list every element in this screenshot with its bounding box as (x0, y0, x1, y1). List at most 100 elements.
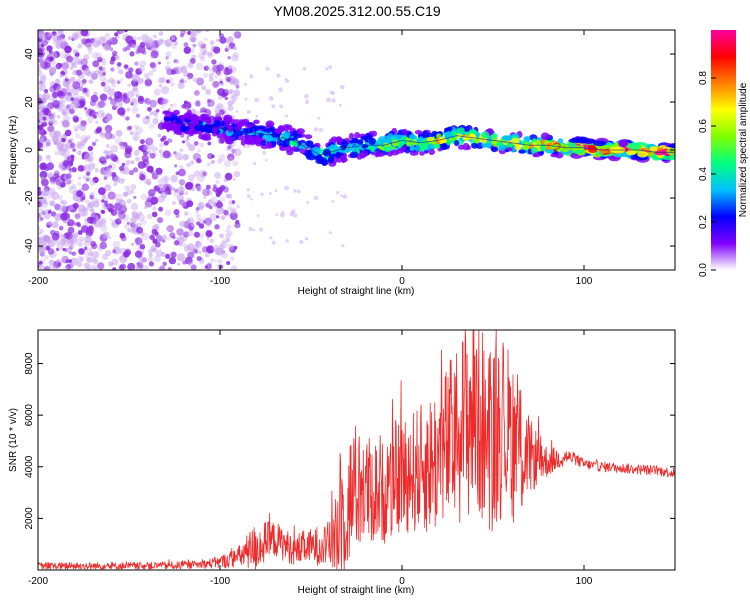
noise-point (243, 82, 248, 86)
noise-point (39, 57, 46, 64)
noise-point (97, 56, 103, 63)
noise-point (100, 112, 106, 118)
noise-point (160, 251, 166, 257)
noise-point (38, 92, 41, 97)
noise-point (53, 170, 60, 177)
noise-point (112, 240, 121, 249)
ridge-point (299, 144, 308, 150)
noise-point (151, 211, 158, 218)
noise-point (331, 200, 335, 203)
noise-point (46, 224, 50, 228)
noise-point (116, 80, 121, 84)
noise-point (110, 67, 115, 72)
noise-point (143, 144, 150, 151)
noise-point (227, 56, 231, 60)
noise-point (105, 117, 111, 123)
y-tick-label: 8000 (24, 352, 35, 375)
noise-point (83, 262, 90, 269)
noise-point (108, 164, 113, 169)
ridge-point (172, 122, 178, 127)
noise-point (179, 148, 184, 153)
noise-point (72, 49, 78, 54)
noise-point (122, 47, 128, 52)
ridge-point (367, 154, 377, 161)
noise-point (102, 231, 110, 239)
noise-point (52, 91, 59, 99)
noise-point (189, 160, 195, 165)
noise-point (195, 213, 202, 220)
noise-point (217, 258, 223, 264)
noise-point (127, 228, 132, 233)
noise-point (134, 61, 139, 66)
noise-point (125, 71, 133, 79)
noise-point (59, 38, 67, 46)
colorbar-gradient (711, 30, 736, 270)
noise-point (219, 36, 227, 44)
noise-point (284, 114, 288, 118)
noise-point (69, 108, 75, 115)
noise-point (39, 137, 45, 143)
noise-point (39, 202, 44, 208)
noise-point (94, 168, 98, 172)
noise-point (317, 116, 321, 120)
noise-point (50, 229, 56, 236)
noise-point (112, 135, 116, 139)
noise-point (218, 95, 223, 100)
ridge-point (628, 143, 642, 150)
x-tick-label: 100 (576, 276, 593, 287)
noise-point (203, 72, 209, 78)
noise-point (167, 267, 172, 270)
noise-point (98, 74, 106, 82)
noise-point (231, 95, 236, 100)
noise-point (41, 178, 49, 187)
noise-point (232, 177, 236, 181)
noise-point (88, 79, 93, 84)
noise-point (183, 211, 189, 216)
noise-point (84, 151, 89, 155)
noise-point (107, 88, 116, 96)
noise-point (64, 80, 70, 87)
noise-point (38, 79, 46, 88)
noise-point (227, 64, 233, 70)
ridge-point (285, 145, 292, 153)
noise-point (162, 234, 167, 240)
noise-point (42, 116, 47, 121)
noise-point (112, 267, 117, 270)
noise-point (61, 110, 67, 116)
noise-point (59, 73, 64, 78)
ridge-point (484, 142, 493, 148)
ridge-point (200, 114, 208, 121)
noise-point (45, 138, 50, 143)
noise-point (146, 116, 151, 120)
noise-point (139, 244, 146, 250)
noise-point (232, 46, 237, 51)
noise-point (76, 190, 83, 198)
noise-point (95, 52, 103, 60)
noise-point (56, 114, 61, 119)
noise-point (104, 203, 109, 208)
noise-point (88, 109, 96, 117)
noise-point (253, 162, 257, 166)
ridge-point (168, 130, 175, 137)
noise-point (229, 256, 235, 262)
noise-point (77, 123, 82, 129)
noise-point (45, 115, 54, 124)
y-tick-label: -40 (24, 238, 35, 253)
ridge-point (406, 140, 412, 147)
noise-point (246, 194, 251, 199)
noise-point (280, 212, 285, 218)
noise-point (158, 206, 164, 212)
noise-point (165, 253, 171, 259)
noise-point (124, 223, 130, 230)
noise-point (154, 113, 159, 118)
noise-point (136, 226, 144, 234)
x-tick-label: -200 (28, 576, 48, 587)
noise-point (67, 36, 72, 41)
noise-point (209, 40, 215, 46)
noise-point (171, 67, 179, 75)
noise-point (206, 236, 210, 240)
noise-point (154, 241, 161, 248)
noise-point (149, 152, 156, 159)
noise-point (83, 153, 92, 162)
noise-point (129, 51, 135, 57)
